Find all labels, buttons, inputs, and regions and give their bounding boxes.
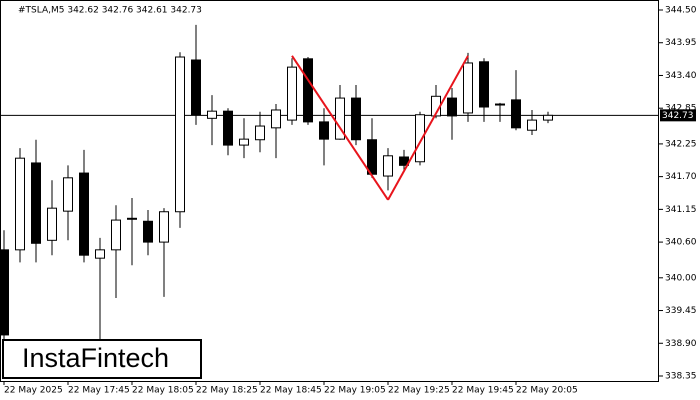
candle-body [31, 162, 41, 244]
candle-body [495, 103, 505, 106]
x-tick-label: 22 May 19:25 [388, 386, 450, 396]
candle-body [463, 62, 473, 114]
candle-body [223, 110, 233, 146]
candle-body [111, 219, 121, 251]
candle-body [15, 157, 25, 251]
chart-title: #TSLA,M5 342.62 342.76 342.61 342.73 [18, 6, 202, 16]
candle-body [159, 211, 169, 243]
y-tick-label: 341.15 [665, 205, 697, 215]
candle-body [127, 217, 137, 220]
x-tick-label: 22 May 2025 [4, 386, 63, 396]
logo-box [2, 339, 202, 379]
y-tick-label: 343.95 [665, 38, 697, 48]
candle-body [255, 125, 265, 141]
candle-body [511, 99, 521, 129]
candle-body [351, 97, 361, 141]
y-tick-label: 341.70 [665, 172, 697, 182]
pattern-line [387, 55, 469, 201]
candle-body [191, 59, 201, 116]
x-tick-label: 22 May 17:45 [68, 386, 130, 396]
x-tick-label: 22 May 18:25 [196, 386, 258, 396]
pattern-line [291, 55, 389, 201]
candle-body [415, 114, 425, 163]
candle-body [79, 172, 89, 256]
candle-body [383, 155, 393, 177]
candle-body [63, 177, 73, 212]
y-tick-label: 340.00 [665, 273, 697, 283]
y-tick-label: 342.85 [665, 104, 697, 114]
x-tick-label: 22 May 19:05 [324, 386, 386, 396]
candle-body [239, 138, 249, 146]
candle-body [0, 249, 9, 336]
y-tick-label: 338.35 [665, 372, 697, 382]
price-tag [660, 109, 696, 122]
candle-body [271, 109, 281, 129]
candle-body [175, 56, 185, 213]
candle-body [527, 119, 537, 131]
candle-body [479, 61, 489, 108]
candle-body [143, 220, 153, 243]
price-tag-label: 342.73 [662, 111, 694, 121]
candle-body [447, 97, 457, 117]
logo: InstaFintech [22, 343, 169, 373]
x-tick-label: 22 May 18:05 [132, 386, 194, 396]
y-tick-label: 344.50 [665, 6, 697, 16]
candle-body [95, 249, 105, 259]
x-tick-label: 22 May 19:45 [452, 386, 514, 396]
candle-body [47, 207, 57, 241]
candle-body [367, 139, 377, 175]
candle-body [287, 66, 297, 121]
y-tick-label: 342.25 [665, 139, 697, 149]
candle-body [335, 97, 345, 140]
x-tick-label: 22 May 18:45 [260, 386, 322, 396]
y-tick-label: 343.40 [665, 71, 697, 81]
y-tick-label: 338.90 [665, 339, 697, 349]
y-tick-label: 339.45 [665, 306, 697, 316]
candle-body [303, 58, 313, 123]
candle-body [207, 110, 217, 119]
plot-frame [0, 0, 659, 382]
y-tick-label: 340.60 [665, 238, 697, 248]
candle-body [543, 114, 553, 121]
x-tick-label: 22 May 20:05 [516, 386, 578, 396]
candle-body [319, 121, 329, 140]
